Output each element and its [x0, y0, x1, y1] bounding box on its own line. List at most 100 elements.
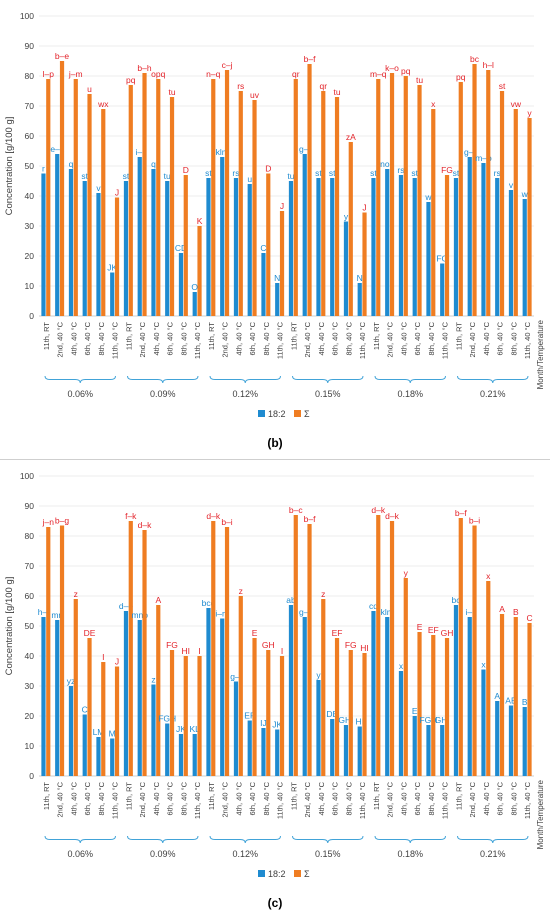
data-label-18-2: N	[274, 273, 280, 283]
data-label-18-2: r	[42, 164, 45, 174]
bar-sum	[211, 521, 216, 776]
data-label-18-2: bcd	[202, 598, 216, 608]
bar-sum	[499, 614, 505, 776]
x-tick-label: 11th, RT	[42, 782, 51, 810]
data-label-sum: K	[197, 216, 203, 226]
data-label-sum: c–j	[222, 60, 233, 70]
bar-18-2	[275, 283, 280, 316]
y-tick-label: 40	[25, 651, 35, 661]
x-tick-label: 8th, 40 °C	[427, 781, 436, 815]
x-tick-label: 6th, 40 °C	[248, 321, 257, 355]
data-label-18-2: st	[123, 171, 130, 181]
x-tick-label: 2nd, 40 °C	[138, 321, 147, 357]
bar-18-2	[261, 728, 266, 776]
bar-18-2	[192, 292, 197, 316]
bar-sum	[46, 79, 51, 316]
x-tick-label: 11th, 40 °C	[441, 321, 450, 359]
data-label-18-2: g–l	[299, 144, 310, 154]
bar-sum	[73, 79, 78, 316]
legend-label-18-2: 18:2	[268, 409, 286, 419]
bar-18-2	[123, 611, 129, 776]
data-label-sum: FG	[166, 640, 178, 650]
data-label-sum: z	[321, 589, 325, 599]
x-axis-title: Month/Temperature	[536, 779, 545, 849]
bar-sum	[224, 527, 230, 776]
bar-sum	[389, 73, 395, 316]
x-tick-label: 4th, 40 °C	[482, 321, 491, 355]
x-tick-label: 11th, 40 °C	[441, 781, 450, 819]
data-label-18-2: AB	[505, 696, 517, 706]
panel-b-chart: 0 10 20 30 40 50 60 70 80 90 100 Concentration [g/1…	[4, 11, 545, 450]
legend-swatch-18-2	[258, 870, 265, 877]
data-label-sum: FG	[345, 640, 357, 650]
y-tick-label: 30	[25, 221, 35, 231]
data-label-sum: B	[513, 607, 519, 617]
bar-18-2	[151, 684, 156, 776]
y-tick-label: 100	[20, 471, 34, 481]
bar-sum	[486, 581, 491, 776]
data-label-18-2: JK	[176, 724, 186, 734]
data-label-18-2: mn	[51, 610, 63, 620]
bar-18-2	[398, 175, 404, 316]
data-label-sum: f–k	[125, 511, 137, 521]
bar-18-2	[96, 737, 101, 776]
x-tick-label: 4th, 40 °C	[234, 321, 243, 355]
data-label-sum: bc	[470, 54, 480, 64]
data-label-18-2: KL	[190, 724, 201, 734]
bar-sum	[101, 662, 106, 776]
x-tick-label: 2nd, 40 °C	[221, 321, 230, 357]
bar-18-2	[481, 669, 486, 776]
bar-sum	[362, 653, 367, 776]
bar-sum	[46, 527, 51, 776]
x-tick-label: 4th, 40 °C	[234, 781, 243, 815]
bar-sum	[458, 82, 463, 316]
x-tick-label: 4th, 40 °C	[69, 781, 78, 815]
group-brace	[374, 375, 446, 384]
data-label-sum: J	[280, 201, 284, 211]
x-axis-title: Month/Temperature	[536, 319, 545, 389]
x-tick-label: 6th, 40 °C	[413, 781, 422, 815]
data-label-sum: n–q	[206, 69, 220, 79]
data-label-sum: b–f	[455, 508, 467, 518]
bar-18-2	[522, 707, 527, 776]
data-label-18-2: st	[453, 168, 460, 178]
bar-18-2	[220, 618, 225, 776]
x-tick-label: 11th, RT	[42, 322, 51, 350]
x-tick-label: 11th, RT	[454, 322, 463, 350]
data-label-18-2: v	[96, 183, 101, 193]
x-tick-label: 8th, 40 °C	[509, 781, 518, 815]
y-tick-label: 50	[25, 621, 35, 631]
x-tick-label: 4th, 40 °C	[152, 781, 161, 815]
data-label-18-2: C	[260, 243, 266, 253]
data-label-18-2: C	[82, 705, 88, 715]
bar-18-2	[96, 193, 101, 316]
bar-18-2	[165, 181, 170, 316]
x-tick-label: 11th, RT	[372, 322, 381, 350]
bar-sum	[266, 650, 271, 776]
data-label-18-2: IJ	[260, 718, 267, 728]
data-label-18-2: klm	[216, 147, 229, 157]
bar-sum	[87, 638, 92, 776]
bar-18-2	[288, 605, 294, 776]
data-label-18-2: w	[521, 189, 529, 199]
group-label: 0.06%	[67, 389, 93, 399]
data-label-18-2: g–l	[230, 672, 241, 682]
x-tick-label: 4th, 40 °C	[399, 781, 408, 815]
data-label-18-2: g–l	[299, 607, 310, 617]
data-label-18-2: FGH	[419, 715, 437, 725]
data-label-18-2: st	[370, 168, 377, 178]
bar-sum	[403, 76, 408, 316]
group-brace	[292, 375, 364, 384]
y-tick-label: 60	[25, 131, 35, 141]
x-tick-label: 11th, 40 °C	[111, 781, 120, 819]
bar-sum	[527, 623, 532, 776]
bar-sum	[266, 173, 271, 316]
x-tick-label: 11th, RT	[289, 322, 298, 350]
y-tick-label: 20	[25, 251, 35, 261]
data-label-sum: b–h	[137, 63, 151, 73]
bar-18-2	[233, 178, 239, 316]
data-label-sum: b–g	[55, 516, 69, 526]
data-label-sum: st	[499, 81, 506, 91]
data-label-sum: qr	[319, 81, 327, 91]
x-tick-label: 2nd, 40 °C	[56, 321, 65, 357]
